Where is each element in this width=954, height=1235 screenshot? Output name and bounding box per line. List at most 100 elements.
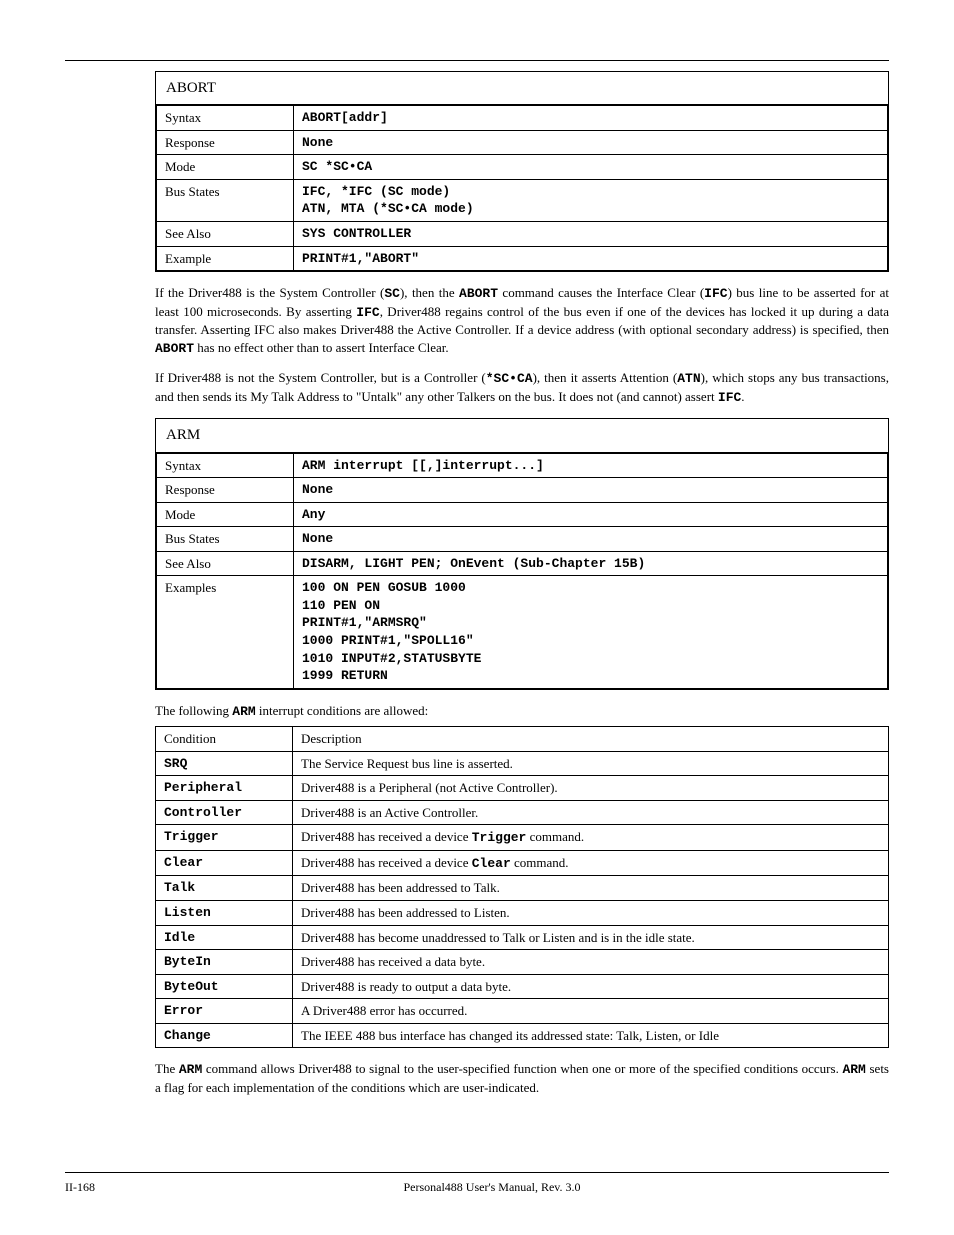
- abort-kv-table: Syntax ABORT[addr] Response None Mode SC…: [156, 105, 888, 271]
- kv-key: Syntax: [157, 453, 294, 478]
- kv-key: See Also: [157, 551, 294, 576]
- cond-desc: A Driver488 error has occurred.: [293, 999, 889, 1024]
- table-row: ChangeThe IEEE 488 bus interface has cha…: [156, 1023, 888, 1047]
- arm-tail: The ARM command allows Driver488 to sign…: [155, 1060, 889, 1096]
- code: ABORT: [155, 341, 194, 356]
- abort-title: ABORT: [156, 72, 888, 105]
- text: If Driver488 is not the System Controlle…: [155, 370, 486, 385]
- footer-center: Personal488 User's Manual, Rev. 3.0: [403, 1179, 580, 1195]
- kv-key: See Also: [157, 221, 294, 246]
- kv-key: Mode: [157, 155, 294, 180]
- text: has no effect other than to assert Inter…: [194, 340, 449, 355]
- text: The following: [155, 703, 232, 718]
- cond-desc: Driver488 is a Peripheral (not Active Co…: [293, 776, 889, 801]
- text: .: [741, 389, 744, 404]
- arm-conditions-table: Condition Description SRQThe Service Req…: [155, 726, 889, 1048]
- kv-key: Response: [157, 130, 294, 155]
- code: ARM: [842, 1062, 865, 1077]
- cond-name: Talk: [156, 876, 293, 901]
- cond-desc: Driver488 has been addressed to Talk.: [293, 876, 889, 901]
- cond-desc: Driver488 has been addressed to Listen.: [293, 901, 889, 926]
- table-row: ClearDriver488 has received a device Cle…: [156, 850, 888, 876]
- kv-val: PRINT#1,"ABORT": [294, 246, 888, 271]
- table-row: IdleDriver488 has become unaddressed to …: [156, 925, 888, 950]
- text: If the Driver488 is the System Controlle…: [155, 285, 384, 300]
- footer-left: II-168: [65, 1179, 95, 1195]
- cond-desc: Driver488 has received a device Clear co…: [293, 850, 889, 876]
- cond-desc: Driver488 is ready to output a data byte…: [293, 974, 889, 999]
- cond-name: Controller: [156, 800, 293, 825]
- kv-key: Example: [157, 246, 294, 271]
- table-row: SRQThe Service Request bus line is asser…: [156, 751, 888, 776]
- kv-val: None: [294, 478, 888, 503]
- kv-key: Syntax: [157, 106, 294, 131]
- code: ABORT: [459, 286, 498, 301]
- kv-val: None: [294, 130, 888, 155]
- kv-key: Bus States: [157, 527, 294, 552]
- cond-desc: Driver488 has become unaddressed to Talk…: [293, 925, 889, 950]
- text: command causes the Interface Clear (: [498, 285, 704, 300]
- code: IFC: [704, 286, 727, 301]
- text: ), then it asserts Attention (: [533, 370, 678, 385]
- table-row: TalkDriver488 has been addressed to Talk…: [156, 876, 888, 901]
- kv-val: 100 ON PEN GOSUB 1000 110 PEN ON PRINT#1…: [294, 576, 888, 688]
- cond-name: ByteOut: [156, 974, 293, 999]
- text: command allows Driver488 to signal to th…: [202, 1061, 842, 1076]
- col-condition: Condition: [156, 727, 293, 751]
- table-row: ControllerDriver488 is an Active Control…: [156, 800, 888, 825]
- kv-key: Examples: [157, 576, 294, 688]
- table-row: ErrorA Driver488 error has occurred.: [156, 999, 888, 1024]
- cond-name: Idle: [156, 925, 293, 950]
- code: ARM: [179, 1062, 202, 1077]
- text: The: [155, 1061, 179, 1076]
- kv-val: SC *SC•CA: [294, 155, 888, 180]
- cond-name: SRQ: [156, 751, 293, 776]
- kv-key: Mode: [157, 502, 294, 527]
- arm-title: ARM: [156, 419, 888, 452]
- kv-val: ABORT[addr]: [294, 106, 888, 131]
- code: SC: [384, 286, 400, 301]
- kv-val: ARM interrupt [[,]interrupt...]: [294, 453, 888, 478]
- arm-box: ARM Syntax ARM interrupt [[,]interrupt..…: [155, 418, 889, 689]
- kv-val: None: [294, 527, 888, 552]
- table-row: ListenDriver488 has been addressed to Li…: [156, 901, 888, 926]
- code: *SC•CA: [486, 371, 533, 386]
- code: IFC: [356, 305, 379, 320]
- kv-key: Response: [157, 478, 294, 503]
- cond-desc: Driver488 has received a data byte.: [293, 950, 889, 975]
- kv-val: IFC, *IFC (SC mode) ATN, MTA (*SC•CA mod…: [294, 179, 888, 221]
- abort-para-1: If the Driver488 is the System Controlle…: [155, 284, 889, 357]
- cond-name: Change: [156, 1023, 293, 1047]
- top-rule: [65, 60, 889, 61]
- table-header-row: Condition Description: [156, 727, 888, 751]
- text: ), then the: [400, 285, 459, 300]
- cond-desc: The IEEE 488 bus interface has changed i…: [293, 1023, 889, 1047]
- cond-name: Clear: [156, 850, 293, 876]
- arm-kv-table: Syntax ARM interrupt [[,]interrupt...] R…: [156, 453, 888, 689]
- cond-desc: Driver488 is an Active Controller.: [293, 800, 889, 825]
- code: ARM: [232, 704, 255, 719]
- col-description: Description: [293, 727, 889, 751]
- kv-val: SYS CONTROLLER: [294, 221, 888, 246]
- cond-name: Peripheral: [156, 776, 293, 801]
- table-row: ByteOutDriver488 is ready to output a da…: [156, 974, 888, 999]
- cond-name: ByteIn: [156, 950, 293, 975]
- cond-desc: Driver488 has received a device Trigger …: [293, 825, 889, 851]
- page-footer: II-168 Personal488 User's Manual, Rev. 3…: [65, 1172, 889, 1195]
- text: interrupt conditions are allowed:: [256, 703, 429, 718]
- table-row: PeripheralDriver488 is a Peripheral (not…: [156, 776, 888, 801]
- abort-box: ABORT Syntax ABORT[addr] Response None M…: [155, 71, 889, 272]
- cond-name: Trigger: [156, 825, 293, 851]
- kv-key: Bus States: [157, 179, 294, 221]
- cond-name: Error: [156, 999, 293, 1024]
- code: IFC: [718, 390, 741, 405]
- cond-desc: The Service Request bus line is asserted…: [293, 751, 889, 776]
- table-row: TriggerDriver488 has received a device T…: [156, 825, 888, 851]
- kv-val: Any: [294, 502, 888, 527]
- table-row: ByteInDriver488 has received a data byte…: [156, 950, 888, 975]
- code: ATN: [677, 371, 700, 386]
- kv-val: DISARM, LIGHT PEN; OnEvent (Sub-Chapter …: [294, 551, 888, 576]
- cond-name: Listen: [156, 901, 293, 926]
- arm-lead: The following ARM interrupt conditions a…: [155, 702, 889, 721]
- abort-para-2: If Driver488 is not the System Controlle…: [155, 369, 889, 406]
